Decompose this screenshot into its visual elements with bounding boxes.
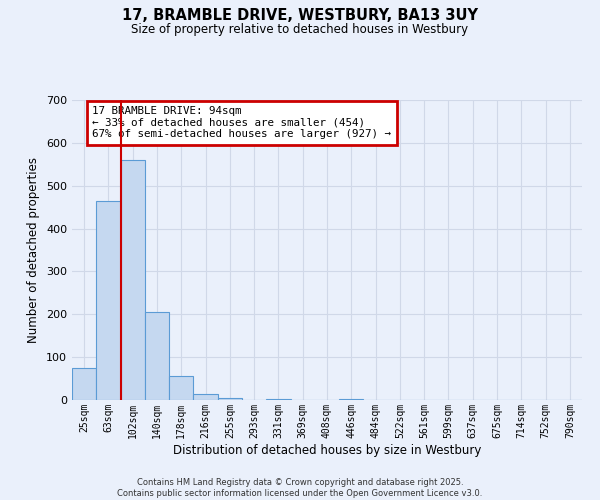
Text: Contains HM Land Registry data © Crown copyright and database right 2025.
Contai: Contains HM Land Registry data © Crown c… (118, 478, 482, 498)
Text: 17, BRAMBLE DRIVE, WESTBURY, BA13 3UY: 17, BRAMBLE DRIVE, WESTBURY, BA13 3UY (122, 8, 478, 22)
Bar (218, 398, 242, 400)
Bar (96, 200, 121, 400)
Bar (145, 312, 169, 400)
Text: 17 BRAMBLE DRIVE: 94sqm
← 33% of detached houses are smaller (454)
67% of semi-d: 17 BRAMBLE DRIVE: 94sqm ← 33% of detache… (92, 106, 391, 139)
Bar (72, 368, 96, 400)
Bar (169, 376, 193, 400)
X-axis label: Distribution of detached houses by size in Westbury: Distribution of detached houses by size … (173, 444, 481, 456)
Y-axis label: Number of detached properties: Number of detached properties (28, 157, 40, 343)
Bar (193, 394, 218, 400)
Bar (121, 160, 145, 400)
Bar (266, 399, 290, 400)
Text: Size of property relative to detached houses in Westbury: Size of property relative to detached ho… (131, 22, 469, 36)
Bar (339, 398, 364, 400)
